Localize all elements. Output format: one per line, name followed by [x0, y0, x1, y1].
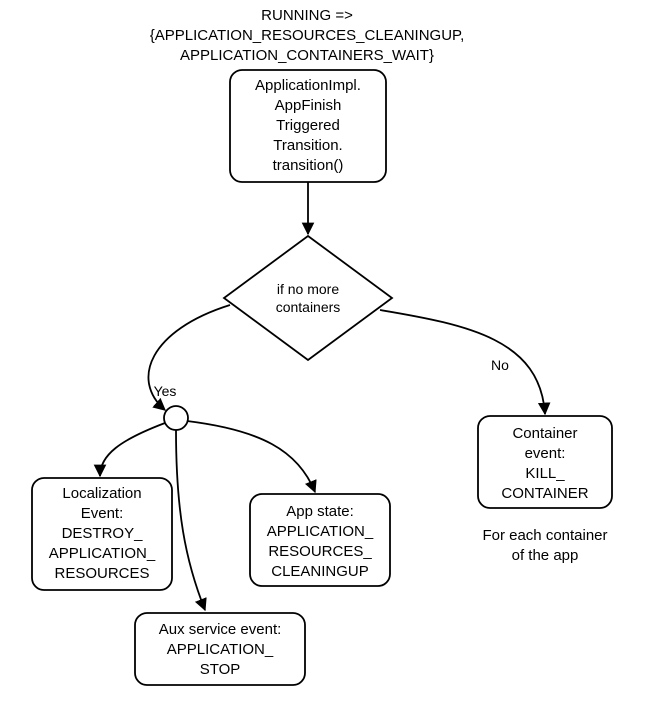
edge-junction-localization [100, 423, 165, 476]
localization-l2: Event: [81, 505, 124, 522]
container-l3: KILL_ [525, 465, 565, 482]
appstate-l2: APPLICATION_ [267, 523, 374, 540]
container-l2: event: [525, 445, 566, 462]
decision-l2: containers [276, 299, 341, 315]
node-decision [224, 236, 392, 360]
process-top-l5: transition() [273, 157, 344, 174]
flowchart-canvas: RUNNING => {APPLICATION_RESOURCES_CLEANI… [0, 0, 664, 724]
footnote-l1: For each container [482, 527, 607, 544]
aux-l3: STOP [200, 661, 241, 678]
node-junction [164, 406, 188, 430]
footnote-l2: of the app [512, 547, 579, 564]
localization-l1: Localization [62, 485, 141, 502]
edge-junction-aux [176, 430, 205, 610]
aux-l1: Aux service event: [159, 621, 282, 638]
localization-l5: RESOURCES [54, 565, 149, 582]
label-no: No [491, 357, 509, 373]
decision-l1: if no more [277, 281, 339, 297]
process-top-l3: Triggered [276, 117, 340, 134]
appstate-l3: RESOURCES_ [268, 543, 372, 560]
container-l1: Container [512, 425, 577, 442]
process-top-l1: ApplicationImpl. [255, 77, 361, 94]
process-top-l2: AppFinish [275, 97, 342, 114]
process-top-l4: Transition. [273, 137, 342, 154]
localization-l4: APPLICATION_ [49, 545, 156, 562]
header-line1: RUNNING => [261, 7, 353, 24]
localization-l3: DESTROY_ [62, 525, 144, 542]
edge-decision-no [380, 310, 545, 414]
container-l4: CONTAINER [501, 485, 588, 502]
label-yes: Yes [154, 383, 177, 399]
header-line3: APPLICATION_CONTAINERS_WAIT} [180, 47, 434, 64]
appstate-l1: App state: [286, 503, 354, 520]
header-line2: {APPLICATION_RESOURCES_CLEANINGUP, [150, 27, 465, 44]
appstate-l4: CLEANINGUP [271, 563, 369, 580]
edge-junction-appstate [187, 421, 315, 492]
aux-l2: APPLICATION_ [167, 641, 274, 658]
